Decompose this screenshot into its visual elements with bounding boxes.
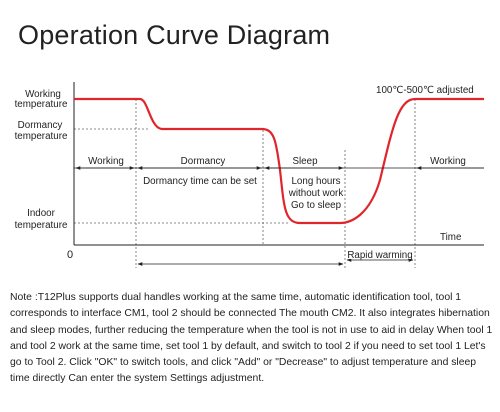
phase-dormancy-label: Dormancy [181,156,226,167]
rapid-warming-label: Rapid warming [347,250,412,261]
operation-curve-diagram: 100℃-500℃ adjusted Working temperature D… [15,82,484,268]
adjust-range-label: 100℃-500℃ adjusted [376,85,474,96]
page-title: Operation Curve Diagram [18,20,331,50]
indoor-temp-label-1: Indoor [27,208,56,219]
temperature-curve [74,97,484,225]
dormancy-time-label: Dormancy time can be set [143,176,257,187]
phase-sleep-label: Sleep [292,156,318,167]
sleep-note-line-3: Go to sleep [291,200,342,211]
indoor-temp-label-2: temperature [15,220,68,231]
time-axis-label: Time [440,232,462,243]
phase-working-end-label: Working [430,156,466,167]
dormancy-temp-label-2: temperature [15,131,68,142]
dormancy-temp-label-1: Dormancy [18,120,63,131]
working-temp-label-2: temperature [15,99,68,110]
description-note: Note :T12Plus supports dual handles work… [10,292,493,385]
sleep-note-line-2: without work [288,188,344,199]
working-temp-label-1: Working [25,89,61,100]
sleep-note-line-1: Long hours [291,176,340,187]
phase-working-start-label: Working [88,156,124,167]
origin-label: 0 [67,249,73,261]
